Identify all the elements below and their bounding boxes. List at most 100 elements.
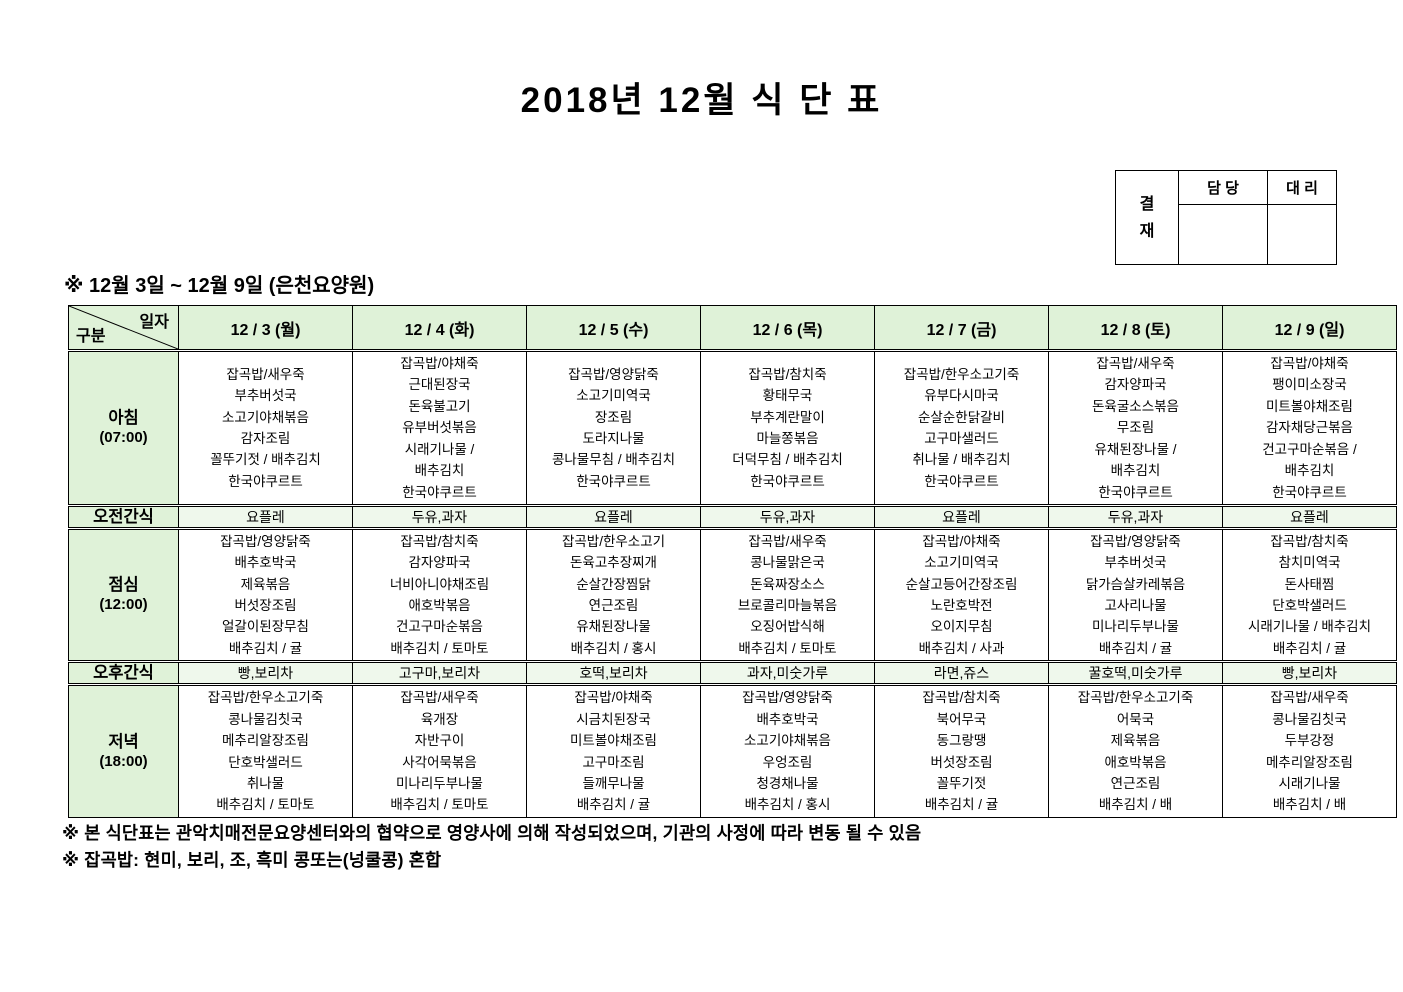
- menu-item: 마늘쫑볶음: [756, 431, 819, 446]
- menu-item: 순살고등어간장조림: [905, 576, 1018, 592]
- menu-item: 감자조림: [240, 431, 291, 446]
- menu-item: 돈육굴소스볶음: [1092, 398, 1179, 414]
- menu-item: 고사리나물: [1104, 598, 1167, 613]
- menu-item: 육개장: [420, 711, 459, 727]
- meal-list: 잡곡밥/새우죽 육개장 자반구이 사각어묵볶음 미나리두부나물 배추김치 / 토마토: [354, 687, 526, 815]
- menu-item: 배추김치: [1284, 463, 1335, 479]
- meal-list: 잡곡밥/야채죽 근대된장국 돈육불고기 유부버섯볶음 시래기나물 / 배추김치 한국야쿠르트: [354, 353, 526, 503]
- menu-item: 배추김치 / 토마토: [738, 640, 837, 656]
- footnotes: ※ 본 식단표는 관악치매전문요양센터와의 협약으로 영양사에 의해 작성되었으…: [62, 820, 921, 874]
- menu-item: 연근조림: [1110, 775, 1161, 791]
- menu-item: 고구마샐러드: [924, 431, 999, 446]
- menu-item: 닭가슴살카레볶음: [1085, 576, 1186, 592]
- meal-list: 잡곡밥/새우죽 감자양파국 돈육굴소스볶음 무조림 유채된장나물 / 배추김치 한국야쿠르트: [1050, 353, 1222, 503]
- menu-item: 장조림: [594, 409, 633, 425]
- meal-list: 잡곡밥/한우소고기죽 콩나물김칫국 메추리알장조림 단호박샐러드 취나물 배추김치 / 토…: [180, 687, 352, 815]
- menu-item: 소고기야채볶음: [744, 733, 831, 749]
- meal-cell: 잡곡밥/한우소고기 돈육고추장찌개 순살간장찜닭 연근조림 유채된장나물 배추김치 / 홍…: [526, 528, 701, 662]
- corner-date-label: 일자: [139, 314, 169, 331]
- menu-item: 콩나물맑은국: [750, 555, 825, 571]
- menu-item: 순살순한닭갈비: [918, 409, 1005, 425]
- menu-item: 버섯장조림: [234, 598, 297, 613]
- menu-item: 연근조림: [588, 598, 639, 613]
- menu-item: 노란호박전: [930, 598, 993, 613]
- menu-item: 미나리두부나물: [396, 775, 483, 791]
- meal-list: 잡곡밥/참치죽 북어무국 동그랑땡 버섯장조림 꼴뚜기젓 배추김치 / 귤: [876, 687, 1048, 815]
- snack-cell: 두유,과자: [700, 504, 875, 530]
- menu-item: 시래기나물: [1278, 775, 1341, 791]
- menu-item: 잡곡밥/한우소고기죽: [903, 366, 1020, 382]
- approval-box: 결재 담 당 대 리: [1115, 170, 1337, 265]
- meal-cell: 잡곡밥/한우소고기죽 어묵국 제육볶음 애호박볶음 연근조림 배추김치 / 배: [1048, 684, 1223, 818]
- menu-item: 제육볶음: [1110, 733, 1161, 749]
- menu-item: 잡곡밥/새우죽: [1270, 690, 1349, 706]
- menu-item: 너비아니야채조림: [389, 576, 490, 592]
- menu-item: 배추김치: [414, 463, 465, 479]
- menu-item: 돈사태찜: [1284, 576, 1335, 592]
- menu-item: 한국야쿠르트: [1098, 484, 1173, 500]
- menu-item: 유채된장나물: [576, 619, 651, 635]
- meal-cell: 잡곡밥/새우죽 콩나물맑은국 돈육짜장소스 브로콜리마늘볶음 오징어밥식해 배추김치 / …: [700, 528, 875, 662]
- menu-item: 배추김치 / 귤: [1098, 640, 1173, 656]
- snack-cell: 빵,보리차: [178, 660, 353, 686]
- meal-list: 잡곡밥/참치죽 참치미역국 돈사태찜 단호박샐러드 시래기나물 / 배추김치 배추김치 /…: [1224, 531, 1396, 659]
- menu-item: 잡곡밥/야채죽: [574, 690, 653, 706]
- menu-item: 사각어묵볶음: [402, 754, 477, 770]
- footnote-line-2: ※ 잡곡밥: 현미, 보리, 조, 흑미 콩또는(넝쿨콩) 혼합: [62, 850, 442, 870]
- menu-item: 잡곡밥/야채죽: [1270, 356, 1349, 372]
- menu-item: 소고기미역국: [576, 388, 651, 404]
- meal-cell: 잡곡밥/영양닭죽 소고기미역국 장조림 도라지나물 콩나물무침 / 배추김치 한국야쿠르트: [526, 350, 701, 506]
- menu-item: 메추리알장조림: [1266, 754, 1353, 770]
- meal-list: 잡곡밥/야채죽 소고기미역국 순살고등어간장조림 노란호박전 오이지무침 배추김치 / 사…: [876, 531, 1048, 659]
- meal-list: 잡곡밥/참치죽 감자양파국 너비아니야채조림 애호박볶음 건고구마순볶음 배추김치 / 토…: [354, 531, 526, 659]
- menu-item: 유부버섯볶음: [402, 420, 477, 436]
- corner-cell: 일자 구분: [68, 305, 179, 352]
- row-label-dinner: 저녁 (18:00): [68, 684, 179, 818]
- menu-item: 애호박볶음: [1104, 754, 1167, 770]
- day-header-5: 12 / 7 (금): [874, 305, 1049, 352]
- snack-cell: 고구마,보리차: [352, 660, 527, 686]
- row-label-lunch: 점심 (12:00): [68, 528, 179, 662]
- menu-item: 미트볼야채조림: [570, 733, 657, 749]
- day-header-1: 12 / 3 (월): [178, 305, 353, 352]
- menu-item: 잡곡밥/영양닭죽: [742, 690, 833, 706]
- menu-item: 미트볼야채조림: [1266, 398, 1353, 414]
- meal-cell: 잡곡밥/참치죽 황태무국 부추계란말이 마늘쫑볶음 더덕무침 / 배추김치 한국야쿠르트: [700, 350, 875, 506]
- menu-item: 부추버섯국: [1104, 555, 1167, 571]
- menu-item: 콩나물김칫국: [1272, 711, 1347, 727]
- menu-item: 단호박샐러드: [228, 754, 303, 770]
- snack-cell: 꿀호떡,미숫가루: [1048, 660, 1223, 686]
- menu-item: 꼴뚜기젓: [936, 775, 987, 791]
- snack-cell: 두유,과자: [1048, 504, 1223, 530]
- approval-stamp-text: 결재: [1139, 195, 1155, 240]
- menu-item: 두부강정: [1284, 733, 1335, 749]
- menu-item: 시래기나물 /: [404, 441, 475, 457]
- menu-item: 배추김치 / 배: [1272, 797, 1347, 813]
- page-title: 2018년 12월 식 단 표: [520, 81, 883, 120]
- menu-item: 배추호박국: [234, 555, 297, 571]
- menu-item: 자반구이: [414, 733, 465, 749]
- week-range-subtitle: ※ 12월 3일 ~ 12월 9일 (은천요양원): [64, 275, 375, 297]
- menu-item: 북어무국: [936, 711, 987, 727]
- menu-item: 잡곡밥/영양닭죽: [568, 366, 659, 382]
- snack-cell: 라면,쥬스: [874, 660, 1049, 686]
- menu-item: 잡곡밥/한우소고기죽: [207, 690, 324, 706]
- menu-item: 브로콜리마늘볶음: [737, 598, 838, 613]
- row-label-time: (18:00): [99, 752, 148, 770]
- snack-cell: 과자,미숫가루: [700, 660, 875, 686]
- menu-item: 배추김치 / 토마토: [390, 797, 489, 813]
- menu-item: 콩나물김칫국: [228, 711, 303, 727]
- menu-item: 배추김치 / 배: [1098, 797, 1173, 813]
- menu-item: 부추계란말이: [750, 409, 825, 425]
- meal-cell: 잡곡밥/새우죽 부추버섯국 소고기야채볶음 감자조림 꼴뚜기젓 / 배추김치 한국야쿠르트: [178, 350, 353, 506]
- menu-item: 배추김치 / 귤: [228, 640, 303, 656]
- day-header-2: 12 / 4 (화): [352, 305, 527, 352]
- menu-item: 황태무국: [762, 388, 813, 404]
- menu-item: 순살간장찜닭: [576, 576, 651, 592]
- menu-item: 한국야쿠르트: [1272, 484, 1347, 500]
- approval-col-manager: 담 당: [1178, 170, 1268, 205]
- menu-item: 한국야쿠르트: [924, 473, 999, 489]
- row-label-pm-snack: 오후간식: [68, 660, 179, 686]
- approval-sign-cell-manager: [1178, 204, 1268, 265]
